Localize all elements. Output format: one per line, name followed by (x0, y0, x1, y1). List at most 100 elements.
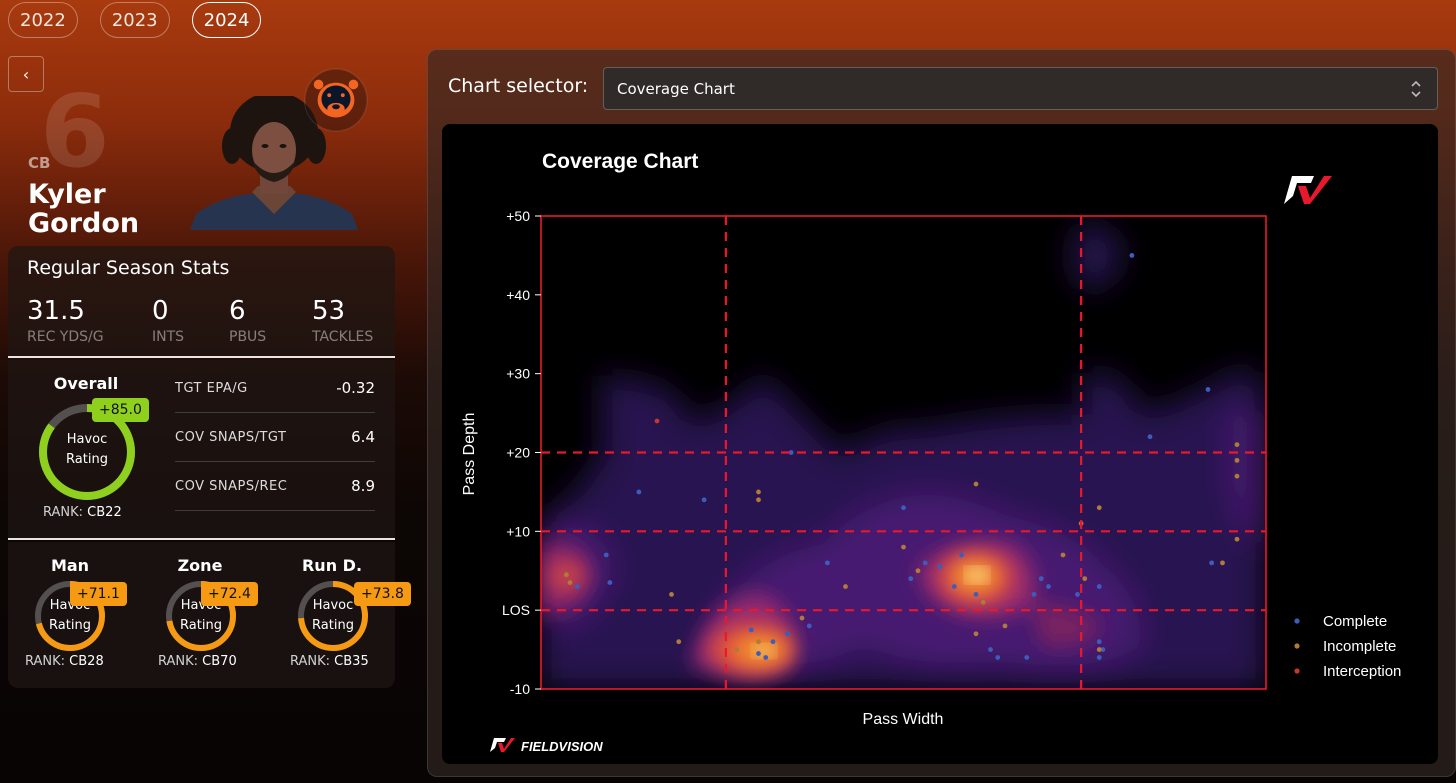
data-point-complete (988, 647, 993, 652)
data-point-incomplete (915, 568, 921, 574)
stat-pbus: 6 PBUS (229, 296, 266, 345)
data-point-complete (603, 552, 609, 558)
data-point-complete (901, 505, 906, 511)
data-point-complete (959, 552, 964, 558)
data-point-complete (756, 651, 761, 656)
regular-season-stats-panel: Regular Season Stats 31.5 REC YDS/G 0 IN… (8, 246, 395, 356)
x-axis-label: Pass Width (863, 711, 944, 728)
overall-title: Overall (53, 374, 119, 393)
split-title: Zone (177, 556, 223, 575)
fieldvision-mark-icon (1284, 176, 1332, 204)
data-point-incomplete (1096, 505, 1102, 511)
coverage-chart: Coverage Chart (442, 124, 1438, 764)
chart-title: Coverage Chart (542, 150, 698, 173)
section-divider (8, 538, 395, 540)
overall-rank: RANK: CB22 (43, 505, 122, 520)
y-axis-label: Pass Depth (461, 413, 478, 496)
coverage-splits-panel: Man Havoc Rating +71.1 RANK: CB28 Zone H… (8, 542, 411, 688)
data-point-incomplete (1234, 536, 1240, 542)
stat-value: 31.5 (27, 296, 85, 326)
split-rating-ring (298, 581, 368, 651)
data-point-incomplete (1002, 623, 1008, 629)
overall-rating-ring (39, 404, 135, 500)
y-tick-label: +40 (506, 287, 530, 303)
split-rating-arc (298, 581, 368, 651)
y-tick-label: +50 (506, 208, 530, 224)
jersey-number: 6 (40, 73, 110, 190)
y-axis-ticks: +50 +40 +30 +20 +10 LOS -10 (502, 208, 541, 697)
data-point-complete (973, 592, 979, 597)
player-first-name: Kyler (28, 179, 106, 210)
density-heatmap (541, 223, 1266, 689)
year-tab-2023[interactable]: 2023 (99, 2, 170, 38)
metric-label: COV SNAPS/REC (175, 478, 288, 494)
ring-label-line2: Rating (312, 618, 354, 633)
section-divider (8, 356, 395, 358)
data-point-incomplete (901, 544, 906, 550)
year-tab-2024[interactable]: 2024 (191, 2, 262, 38)
metric-label: COV SNAPS/TGT (175, 429, 287, 445)
data-point-complete (1147, 434, 1153, 440)
player-position: CB (28, 154, 51, 172)
data-point-incomplete (756, 489, 761, 495)
data-point-incomplete (734, 647, 740, 652)
data-point-complete (1075, 592, 1080, 597)
split-score-badge: +73.8 (354, 582, 411, 606)
player-name: Kyler Gordon (28, 180, 188, 238)
footer-brand-text: FIELDVISION (521, 739, 603, 754)
split-score-badge: +72.4 (201, 582, 258, 606)
chart-selector-label: Chart selector: (448, 75, 589, 97)
ring-label-line2: Rating (180, 618, 222, 633)
split-title: Man (50, 556, 90, 575)
bears-logo-icon (304, 68, 368, 132)
overall-rating-arc (39, 404, 135, 500)
data-point-incomplete (980, 599, 986, 605)
data-point-complete (785, 631, 790, 637)
data-point-incomplete (676, 639, 682, 645)
data-point-incomplete (756, 639, 761, 645)
split-title: Run D. (301, 556, 363, 575)
data-point-incomplete (1082, 576, 1088, 582)
ring-label-line1: Havoc (66, 432, 108, 447)
ring-label-line1: Havoc (312, 598, 354, 613)
year-tab-2022[interactable]: 2022 (8, 2, 78, 38)
split-rank: RANK: CB28 (25, 654, 104, 669)
data-point-complete (1205, 387, 1211, 392)
legend-marker (1294, 618, 1300, 624)
chart-legend: Complete Incomplete Interception (1294, 613, 1401, 680)
data-point-complete (607, 580, 613, 585)
back-button[interactable]: ‹ (8, 56, 44, 92)
data-point-complete (1024, 655, 1030, 660)
data-point-incomplete (1096, 647, 1102, 652)
chart-selector-dropdown[interactable]: Coverage Chart (603, 67, 1438, 110)
stat-label: INTS (152, 329, 185, 345)
data-point-incomplete (756, 497, 761, 503)
y-tick-label: +10 (506, 523, 530, 539)
stat-label: REC YDS/G (27, 329, 104, 345)
rank-value: CB35 (334, 654, 369, 669)
data-point-complete (636, 489, 642, 495)
metric-value: 8.9 (351, 477, 375, 495)
y-tick-label: -10 (510, 681, 530, 697)
stat-value: 53 (312, 296, 346, 326)
y-tick-label: +30 (506, 366, 530, 382)
split-score-badge: +71.1 (70, 582, 127, 606)
player-headshot-icon (190, 96, 358, 230)
data-point-incomplete (669, 592, 674, 597)
data-point-incomplete (799, 615, 805, 621)
rank-value: CB22 (87, 505, 122, 520)
scatter-points (563, 253, 1240, 660)
chart-selector-value: Coverage Chart (617, 79, 735, 98)
data-point-complete (770, 639, 776, 645)
data-point-complete (763, 655, 769, 660)
y-tick-label: LOS (502, 602, 530, 618)
coverage-chart-svg: Coverage Chart (461, 150, 1401, 754)
data-point-complete (937, 564, 943, 570)
stat-label: PBUS (229, 329, 267, 345)
metric-value: -0.32 (336, 379, 375, 397)
data-point-incomplete (1220, 560, 1225, 566)
legend-label: Incomplete (1323, 638, 1396, 655)
data-point-interception (654, 418, 660, 424)
split-rank: RANK: CB35 (290, 654, 369, 669)
data-point-incomplete (1234, 457, 1240, 463)
